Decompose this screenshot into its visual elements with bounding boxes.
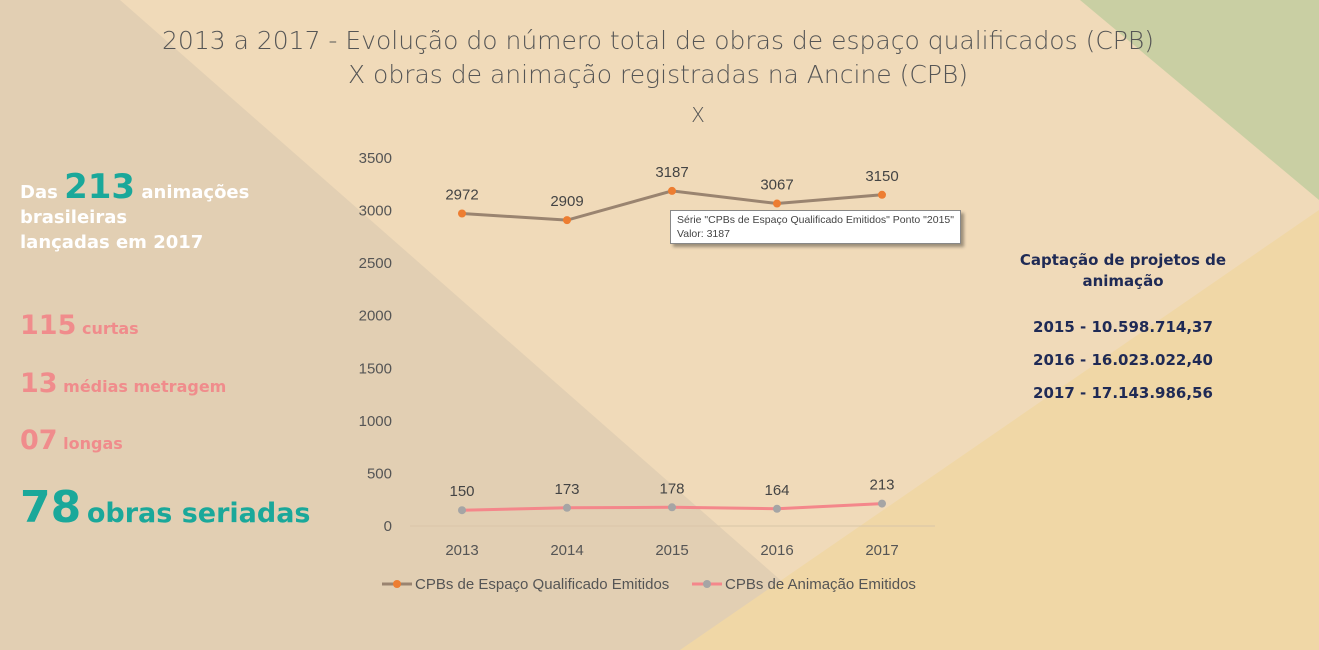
intro-number: 213 — [64, 167, 136, 207]
stat-label: médias metragem — [63, 377, 227, 396]
x-tick-label: 2013 — [445, 542, 478, 559]
chart-title-line2: X obras de animação registradas na Ancin… — [347, 60, 969, 89]
stat-longas: 07 longas — [20, 425, 123, 456]
data-point — [773, 199, 781, 208]
data-label: 178 — [659, 480, 684, 497]
y-tick-label: 1000 — [359, 413, 392, 430]
data-label: 150 — [449, 483, 474, 500]
data-label: 2972 — [445, 187, 478, 204]
stat-seriadas: 78 obras seriadas — [20, 482, 311, 533]
intro-prefix: Das — [20, 182, 58, 203]
intro-text: Das 213 animações brasileiras lançadas e… — [20, 170, 250, 255]
x-tick-label: 2017 — [865, 542, 898, 559]
y-tick-label: 0 — [384, 518, 392, 535]
stat-label: curtas — [81, 319, 139, 338]
data-point — [458, 506, 466, 515]
y-tick-label: 1500 — [359, 360, 392, 377]
legend-swatch-marker — [703, 580, 711, 588]
data-point — [878, 499, 886, 508]
tooltip-value: Valor: 3187 — [677, 228, 730, 240]
tooltip-series: Série "CPBs de Espaço Qualificado Emitid… — [677, 214, 954, 226]
stat-number: 13 — [20, 368, 58, 399]
data-point — [668, 503, 676, 512]
y-tick-label: 500 — [367, 465, 392, 482]
data-point — [668, 186, 676, 195]
captacao-2017: 2017 - 17.143.986,56 — [1033, 384, 1213, 402]
stat-number: 115 — [20, 310, 77, 341]
data-label: 3187 — [655, 164, 688, 181]
chart-tooltip: Série "CPBs de Espaço Qualificado Emitid… — [670, 210, 961, 244]
legend-swatch-marker — [393, 580, 401, 588]
data-label: 173 — [554, 481, 579, 498]
intro-suffix: animações — [141, 182, 250, 203]
intro-line2: brasileiras — [20, 207, 128, 228]
stat-number: 07 — [20, 425, 58, 456]
stat-curtas: 115 curtas — [20, 310, 139, 341]
captacao-2015: 2015 - 10.598.714,37 — [1033, 318, 1213, 336]
y-tick-label: 3000 — [359, 203, 392, 220]
data-label: 164 — [764, 482, 789, 499]
data-label: 2909 — [550, 193, 583, 210]
legend-label: CPBs de Animação Emitidos — [725, 576, 916, 593]
y-tick-label: 2500 — [359, 255, 392, 272]
captacao-heading: Captação de projetos de animação — [1019, 251, 1227, 290]
data-label: 213 — [869, 477, 894, 494]
data-point — [878, 190, 886, 199]
chart-title-line3: X — [691, 103, 705, 127]
stat-number: 78 — [20, 482, 82, 533]
data-label: 3067 — [760, 177, 793, 194]
x-tick-label: 2014 — [550, 542, 583, 559]
captacao-2016: 2016 - 16.023.022,40 — [1033, 351, 1213, 369]
stat-label: longas — [63, 434, 123, 453]
stat-medias: 13 médias metragem — [20, 368, 226, 399]
chart-title-line1: 2013 a 2017 - Evolução do número total d… — [162, 26, 1154, 55]
data-point — [458, 209, 466, 218]
stat-label: obras seriadas — [86, 498, 311, 529]
x-tick-label: 2015 — [655, 542, 688, 559]
data-point — [563, 503, 571, 512]
data-point — [773, 504, 781, 513]
y-tick-label: 3500 — [359, 150, 392, 167]
legend-label: CPBs de Espaço Qualificado Emitidos — [415, 576, 669, 593]
data-label: 3150 — [865, 168, 898, 185]
data-point — [563, 216, 571, 225]
x-tick-label: 2016 — [760, 542, 793, 559]
y-tick-label: 2000 — [359, 308, 392, 325]
intro-line3: lançadas em 2017 — [20, 232, 204, 253]
